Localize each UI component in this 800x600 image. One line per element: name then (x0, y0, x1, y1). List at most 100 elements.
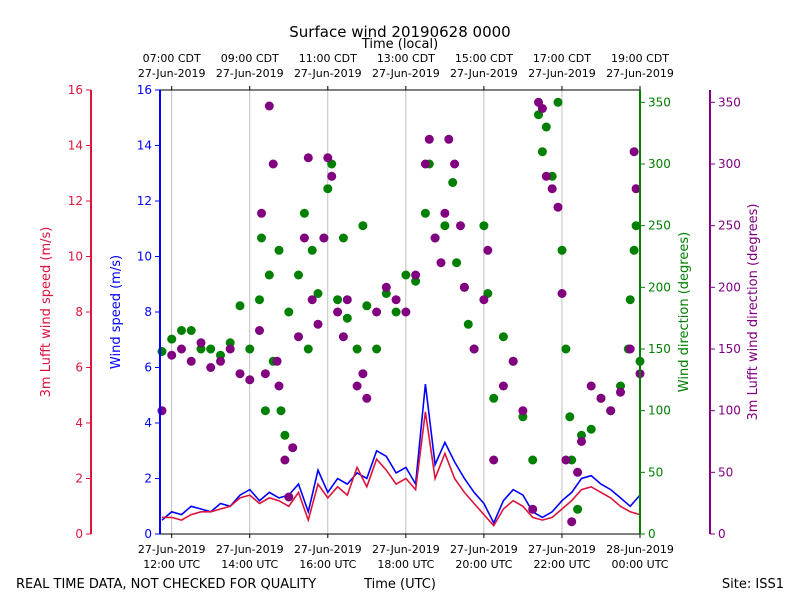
y-tick-label-speed: 0 (144, 527, 152, 541)
data-point-direction (616, 381, 625, 391)
data-point-lufft_direction (420, 159, 430, 169)
data-point-direction (498, 332, 508, 342)
data-point-lufft_direction (547, 184, 557, 194)
data-point-lufft_direction (541, 171, 551, 181)
y-tick-label-lufft_speed: 14 (68, 139, 83, 153)
data-point-direction (352, 344, 362, 354)
data-point-lufft_direction (245, 375, 255, 385)
data-point-direction (303, 344, 313, 354)
data-point-lufft_direction (411, 270, 421, 280)
data-point-direction (255, 295, 264, 305)
data-point-lufft_direction (553, 202, 563, 212)
data-point-direction (372, 344, 382, 354)
x-tick-label-date: 27-Jun-2019 (294, 543, 362, 556)
x-tick-label-time: 16:00 UTC (299, 558, 356, 571)
data-point-direction (358, 221, 368, 231)
y-tick-label-direction: 200 (648, 280, 671, 294)
x-tick-label-time: 12:00 UTC (143, 558, 200, 571)
y-tick-label-lufft_direction: 200 (718, 280, 741, 294)
data-point-lufft_direction (616, 387, 625, 397)
x-tick-label-date: 28-Jun-2019 (606, 543, 674, 556)
top-tick-label-time: 15:00 CDT (455, 52, 513, 65)
y-axis-label-direction: Wind direction (degrees) (677, 232, 692, 392)
data-point-direction (586, 424, 596, 434)
x-tick-label-date: 27-Jun-2019 (138, 543, 206, 556)
y-tick-label-lufft_speed: 2 (75, 472, 83, 486)
data-point-direction (323, 184, 333, 194)
data-point-direction (577, 430, 586, 440)
data-point-direction (186, 326, 196, 335)
data-point-direction (284, 307, 294, 317)
y-tick-label-lufft_speed: 4 (75, 416, 83, 430)
data-point-lufft_direction (216, 356, 225, 366)
data-point-lufft_direction (629, 147, 639, 157)
data-point-direction (629, 245, 639, 255)
y-tick-label-lufft_speed: 6 (75, 361, 83, 375)
data-point-lufft_direction (483, 245, 493, 255)
x-tick-label-date: 27-Jun-2019 (372, 543, 440, 556)
data-point-direction (448, 178, 458, 187)
data-point-lufft_direction (352, 381, 362, 391)
data-point-lufft_direction (338, 332, 348, 342)
y-tick-label-direction: 100 (648, 404, 671, 418)
data-point-direction (541, 122, 551, 132)
data-point-lufft_direction (528, 504, 538, 514)
y-tick-label-lufft_speed: 8 (75, 305, 83, 319)
top-tick-label-time: 09:00 CDT (221, 52, 279, 65)
data-point-direction (225, 338, 235, 348)
top-tick-label-time: 07:00 CDT (143, 52, 201, 65)
data-point-lufft_direction (358, 369, 368, 379)
y-axis-label-speed: Wind speed (m/s) (109, 255, 124, 369)
data-point-direction (420, 208, 430, 218)
site-label: Site: ISS1 (722, 577, 784, 592)
data-point-lufft_direction (606, 406, 616, 416)
data-point-direction (299, 208, 309, 218)
y-tick-label-lufft_speed: 12 (68, 194, 83, 208)
data-point-lufft_direction (391, 295, 401, 305)
y-tick-label-lufft_direction: 50 (718, 465, 733, 479)
y-tick-label-speed: 8 (144, 305, 152, 319)
data-point-direction (573, 504, 583, 514)
data-point-lufft_direction (557, 289, 567, 298)
data-point-direction (260, 406, 270, 416)
data-point-lufft_direction (469, 344, 479, 354)
x-tick-label-time: 14:00 UTC (221, 558, 278, 571)
data-point-lufft_direction (294, 332, 303, 342)
data-point-lufft_direction (196, 338, 206, 348)
data-point-lufft_direction (268, 159, 278, 169)
data-point-lufft_direction (206, 363, 216, 372)
data-point-direction (274, 245, 284, 255)
data-point-lufft_direction (561, 455, 571, 465)
y-tick-label-direction: 150 (648, 342, 671, 356)
y-tick-label-lufft_direction: 100 (718, 404, 741, 418)
y-axis-label-lufft_direction: 3m Lufft wind direction (degrees) (746, 204, 761, 421)
data-point-lufft_direction (456, 221, 465, 231)
data-point-lufft_direction (333, 307, 343, 317)
y-tick-label-lufft_speed: 10 (68, 250, 83, 264)
data-point-lufft_direction (362, 393, 372, 403)
data-point-lufft_direction (625, 344, 635, 354)
data-point-lufft_direction (167, 350, 177, 360)
data-point-lufft_direction (498, 381, 508, 391)
data-point-lufft_direction (274, 381, 284, 391)
data-point-lufft_direction (303, 153, 313, 163)
data-point-lufft_direction (596, 393, 606, 403)
x-tick-label-time: 20:00 UTC (455, 558, 512, 571)
y-tick-label-speed: 12 (137, 194, 152, 208)
data-point-lufft_direction (440, 208, 450, 218)
data-point-lufft_direction (342, 295, 352, 305)
data-point-direction (463, 319, 473, 329)
data-point-lufft_direction (430, 233, 440, 243)
top-tick-label-date: 27-Jun-2019 (294, 67, 362, 80)
data-point-direction (565, 412, 575, 422)
y-tick-label-speed: 16 (137, 83, 152, 97)
data-point-lufft_direction (280, 455, 290, 465)
data-point-direction (257, 233, 266, 243)
data-point-lufft_direction (631, 184, 641, 194)
y-tick-label-speed: 14 (137, 139, 152, 153)
data-point-lufft_direction (264, 101, 274, 111)
data-point-lufft_direction (272, 356, 282, 366)
top-tick-label-time: 19:00 CDT (611, 52, 669, 65)
y-tick-label-direction: 50 (648, 465, 663, 479)
